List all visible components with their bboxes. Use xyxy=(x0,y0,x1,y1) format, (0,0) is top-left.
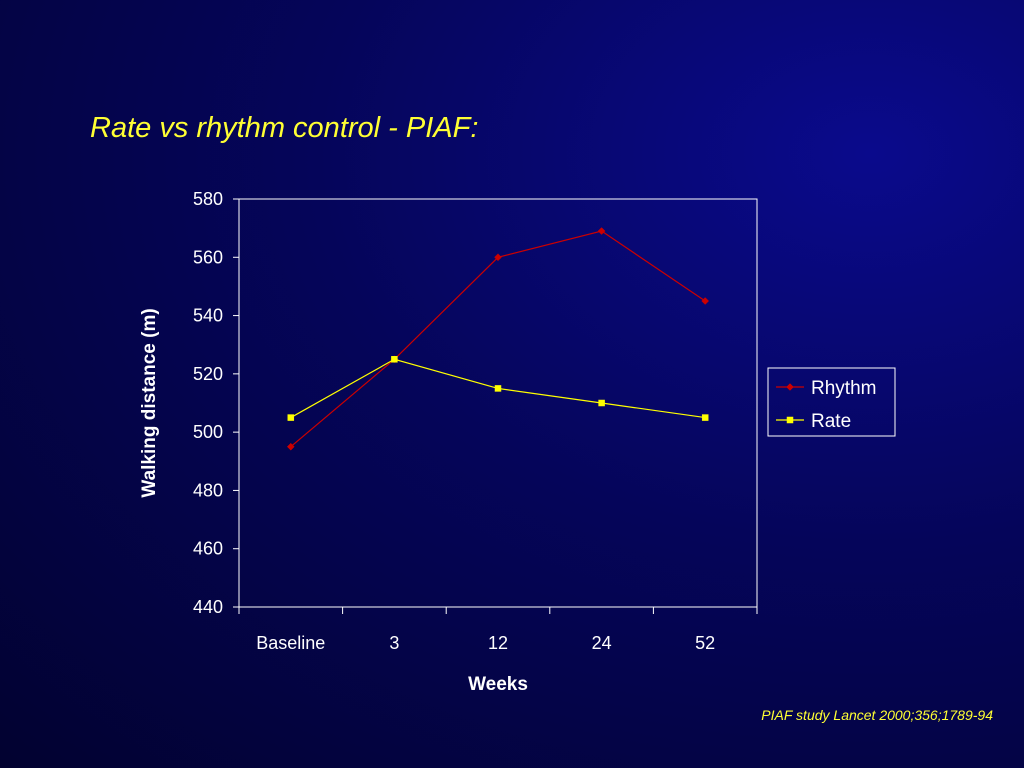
data-point-rate xyxy=(287,414,295,421)
slide-title: Rate vs rhythm control - PIAF: xyxy=(90,112,479,144)
x-tick-label: 3 xyxy=(389,633,399,653)
x-axis-title: Weeks xyxy=(468,674,528,695)
data-point-rhythm xyxy=(701,297,710,305)
citation: PIAF study Lancet 2000;356;1789-94 xyxy=(761,707,993,723)
x-axis: Baseline 3 12 24 52 xyxy=(238,607,758,653)
data-point-rhythm xyxy=(597,227,606,235)
data-point-rhythm xyxy=(494,253,502,262)
data-point-rate xyxy=(701,414,709,421)
data-point-rate xyxy=(391,356,398,363)
y-tick-label: 540 xyxy=(193,306,223,326)
x-tick-label: 52 xyxy=(695,633,715,653)
series-line-rhythm xyxy=(290,230,706,448)
legend-item-rate: Rate xyxy=(776,411,851,432)
y-tick-label: 580 xyxy=(193,189,223,209)
x-tick-label: 24 xyxy=(592,633,612,653)
y-axis: 440 460 480 500 520 540 560 580 xyxy=(193,189,239,617)
y-tick-label: 520 xyxy=(193,364,223,384)
series-rhythm xyxy=(286,227,710,451)
legend: Rhythm Rate xyxy=(767,367,896,437)
plot-area xyxy=(238,198,758,608)
legend-swatch-marker xyxy=(786,383,794,391)
legend-box xyxy=(767,367,896,437)
plot-frame xyxy=(238,198,758,608)
series-rate xyxy=(287,356,709,421)
x-tick-label: Baseline xyxy=(256,633,325,653)
series-layer xyxy=(286,227,710,451)
y-axis-title: Walking distance (m) xyxy=(139,308,160,497)
legend-label: Rhythm xyxy=(811,378,876,399)
data-point-rate xyxy=(494,385,502,392)
y-tick-label: 560 xyxy=(193,247,223,267)
data-point-rhythm xyxy=(286,442,295,451)
x-tick-label: 12 xyxy=(488,633,508,653)
y-tick-label: 500 xyxy=(193,422,223,442)
y-tick-label: 480 xyxy=(193,480,223,500)
y-tick-label: 440 xyxy=(193,597,223,617)
y-tick-label: 460 xyxy=(193,539,223,559)
legend-label: Rate xyxy=(811,411,851,432)
legend-item-rhythm: Rhythm xyxy=(776,378,876,399)
data-point-rate xyxy=(598,399,605,407)
legend-swatch-marker xyxy=(786,416,794,424)
